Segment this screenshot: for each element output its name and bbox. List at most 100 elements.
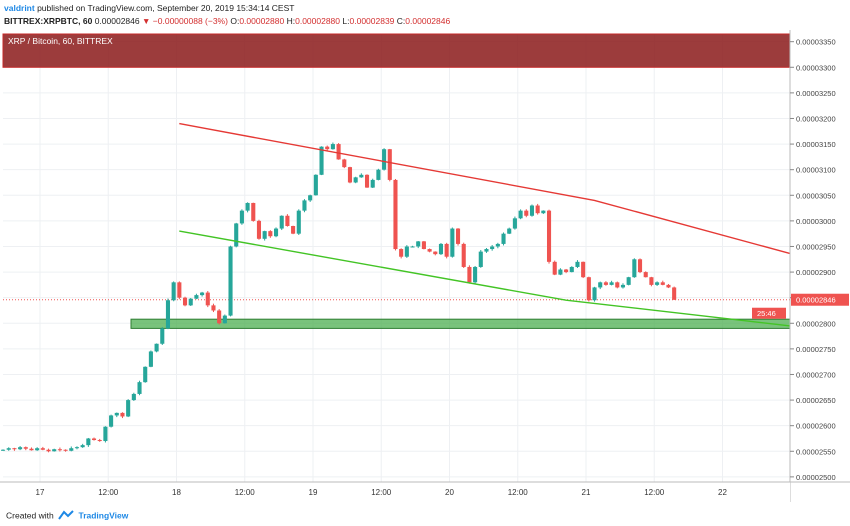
time-axis-label: 22 (718, 488, 727, 497)
candle-body (114, 412, 119, 416)
candle-body (6, 448, 11, 450)
candle-body (541, 210, 546, 214)
candle-body (308, 195, 313, 201)
time-axis-label: 12:00 (235, 488, 256, 497)
candle-body (649, 277, 654, 285)
price-axis-label: 0.00003250 (796, 89, 836, 98)
candle-body (103, 426, 108, 442)
candle-body (131, 393, 136, 401)
candle-body (273, 228, 279, 237)
time-axis-label: 19 (309, 488, 318, 497)
candle-body (188, 298, 193, 306)
candle-body (245, 202, 250, 211)
chart-header: valdrint published on TradingView.com, S… (0, 0, 850, 30)
candle-body (154, 343, 159, 352)
time-axis-label: 12:00 (98, 488, 119, 497)
candle-body (615, 282, 620, 288)
candle-body (473, 266, 478, 283)
candle-body (546, 210, 552, 262)
chart-background (0, 30, 850, 502)
candle-body (643, 272, 648, 278)
candle-body (137, 382, 142, 394)
candle-body (393, 179, 398, 250)
candle-body (353, 177, 358, 183)
candle-body (251, 202, 256, 221)
time-axis-label: 12:00 (371, 488, 392, 497)
price-axis-label: 0.00003150 (796, 140, 836, 149)
candle-body (86, 438, 91, 446)
price-axis-label: 0.00002550 (796, 447, 836, 456)
price-chart[interactable]: XRP / Bitcoin, 60, BITTREX 0.00003350 0.00… (0, 30, 850, 502)
candle-body (0, 449, 6, 451)
price-axis-label: 0.00003300 (796, 63, 836, 72)
candle-body (370, 179, 375, 188)
close-value: 0.00002846 (405, 16, 451, 26)
candle-body (182, 297, 188, 306)
candle-body (126, 400, 131, 417)
candle-body (467, 266, 472, 283)
candle-body (609, 282, 614, 285)
open-label: O: (230, 16, 240, 26)
chart-legend: XRP / Bitcoin, 60, BITTREX (8, 36, 113, 46)
publish-info: published on TradingView.com, September … (37, 3, 295, 13)
candle-body (416, 241, 421, 247)
created-with-label: Created with (6, 510, 54, 521)
candle-body (529, 205, 535, 216)
candle-body (421, 241, 426, 250)
candle-body (490, 246, 495, 250)
candle-body (57, 449, 62, 451)
price-axis-label: 0.00002500 (796, 473, 836, 482)
candle-body (325, 146, 330, 150)
time-axis-label: 20 (445, 488, 454, 497)
candle-body (558, 269, 563, 275)
price-axis-label: 0.00003000 (796, 217, 836, 226)
author-name[interactable]: valdrint (4, 3, 35, 13)
tradingview-brand[interactable]: TradingView (78, 510, 129, 521)
price-axis-label: 0.00002600 (796, 422, 836, 431)
low-value: 0.00002839 (349, 16, 395, 26)
high-label: H: (286, 16, 296, 26)
current-price-label: 0.00002846 (796, 296, 836, 305)
candle-body (234, 223, 239, 247)
ohlc-line: BITTREX:XRPBTC, 60 0.00002846 ▼ −0.00000… (4, 16, 450, 26)
candle-body (564, 269, 569, 273)
high-value: 0.00002880 (295, 16, 341, 26)
countdown-tag (752, 307, 786, 319)
candle-body (382, 149, 387, 170)
price-change: −0.00000088 (−3%) (152, 16, 228, 26)
candle-body (217, 310, 222, 324)
chart-footer: Created with TradingView (0, 502, 850, 526)
candle-body (256, 220, 262, 239)
candle-body (313, 174, 318, 196)
candle-body (507, 228, 512, 234)
price-axis-label: 0.00003100 (796, 166, 836, 175)
candle-body (342, 159, 347, 168)
candle-body (655, 282, 660, 285)
candle-body (359, 174, 364, 178)
candle-body (296, 210, 301, 234)
candle-body (171, 282, 176, 301)
candle-body (438, 243, 444, 255)
candle-body (291, 226, 296, 234)
candle-body (632, 259, 637, 278)
candle-body (200, 292, 205, 296)
candle-body (222, 315, 227, 324)
candle-body (336, 144, 341, 160)
low-label: L: (342, 16, 350, 26)
candle-body (205, 292, 210, 306)
candle-body (160, 328, 165, 344)
candle-body (74, 447, 80, 449)
candle-body (165, 300, 171, 329)
candle-body (69, 448, 74, 451)
chart-frame[interactable]: XRP / Bitcoin, 60, BITTREX 0.00003350 0.00… (0, 30, 850, 502)
candle-body (148, 351, 153, 367)
candle-body (387, 149, 392, 180)
time-axis-label: 21 (582, 488, 591, 497)
candle-body (143, 366, 148, 383)
candle-body (433, 251, 438, 255)
candle-body (46, 449, 51, 452)
candle-body (279, 215, 284, 229)
candle-body (268, 231, 273, 237)
candle-body (552, 261, 557, 275)
candle-body (12, 448, 17, 450)
